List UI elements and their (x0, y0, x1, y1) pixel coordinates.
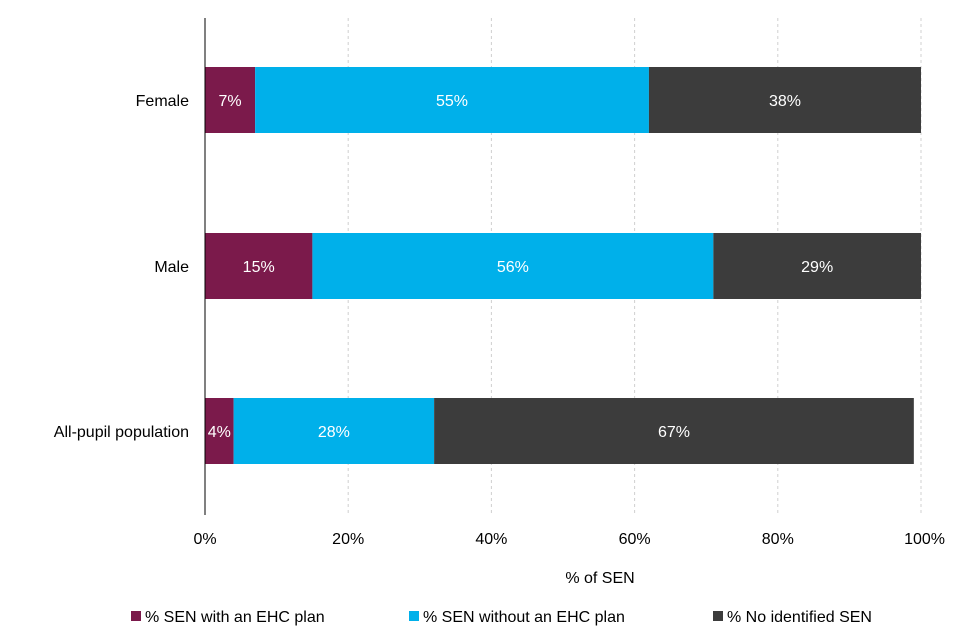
bar-data-label: 67% (658, 424, 690, 441)
x-tick-label: 100% (904, 531, 945, 548)
bar-segment (205, 233, 313, 299)
bar-segment (205, 398, 234, 464)
x-tick-label: 60% (619, 531, 651, 548)
bar-data-label: 38% (769, 93, 801, 110)
category-labels: Female Male All-pupil population (54, 93, 189, 441)
bar-data-label: 55% (436, 93, 468, 110)
bar-segment (233, 398, 435, 464)
x-tick-label: 80% (762, 531, 794, 548)
x-tick-label: 20% (332, 531, 364, 548)
legend-label: % SEN with an EHC plan (145, 609, 325, 626)
bar-segment (255, 67, 649, 133)
bar-segment (434, 398, 914, 464)
x-tick-label: 0% (193, 531, 216, 548)
category-label: Male (154, 259, 189, 276)
bars: 7% 55% 38% 15% 56% 29% 4% 28% 67% (205, 67, 921, 464)
bar-data-label: 29% (801, 259, 833, 276)
legend-label: % SEN without an EHC plan (423, 609, 625, 626)
bar-data-label: 15% (243, 259, 275, 276)
bar-data-label: 7% (218, 93, 241, 110)
x-axis-title: % of SEN (565, 570, 634, 587)
category-label: All-pupil population (54, 424, 189, 441)
legend-swatch (409, 611, 419, 621)
bar-data-label: 56% (497, 259, 529, 276)
x-tick-labels: 0% 20% 40% 60% 80% 100% (193, 531, 945, 548)
category-label: Female (136, 93, 189, 110)
legend-swatch (713, 611, 723, 621)
bar-segment (205, 67, 256, 133)
bar-segment (713, 233, 921, 299)
legend-swatch (131, 611, 141, 621)
x-tick-label: 40% (475, 531, 507, 548)
bar-data-label: 28% (318, 424, 350, 441)
legend: % SEN with an EHC plan % SEN without an E… (131, 609, 872, 626)
bar-segment (312, 233, 714, 299)
legend-label: % No identified SEN (727, 609, 872, 626)
bar-data-label: 4% (208, 424, 231, 441)
bar-segment (648, 67, 921, 133)
